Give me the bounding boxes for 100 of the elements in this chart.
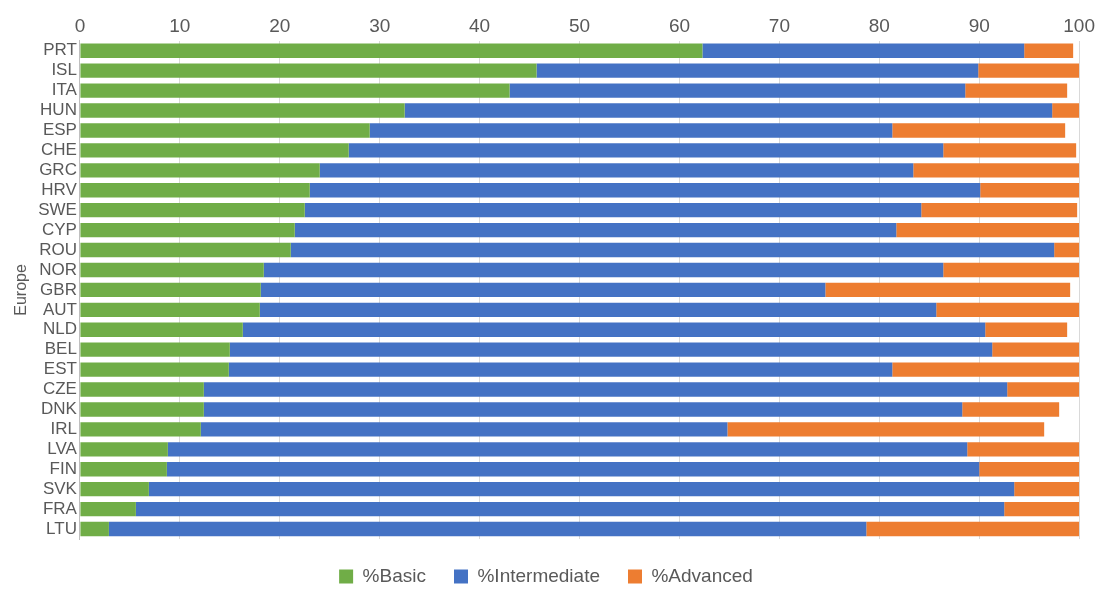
- y-tick-label: LVA: [47, 439, 78, 459]
- bar: [1054, 242, 1080, 258]
- x-tick-label: 20: [269, 14, 291, 36]
- bar: [936, 302, 1080, 317]
- bar: [80, 203, 305, 218]
- x-tick-label: 90: [968, 14, 990, 36]
- bar: [1004, 501, 1080, 517]
- bar: [1052, 103, 1080, 118]
- bar: [80, 422, 201, 437]
- bar: [80, 282, 261, 298]
- bar: [203, 402, 963, 417]
- bar: [369, 123, 893, 138]
- bar: [242, 322, 986, 337]
- bar: [985, 322, 1068, 337]
- bar: [962, 402, 1060, 417]
- y-tick-label: FRA: [42, 498, 78, 518]
- bar: [80, 382, 204, 397]
- bar: [166, 462, 980, 477]
- bar: [943, 262, 1080, 278]
- bar: [348, 143, 944, 158]
- legend-label: %Intermediate: [477, 564, 600, 586]
- y-tick-label: HRV: [41, 179, 78, 199]
- y-tick-label: SWE: [38, 199, 77, 219]
- bar: [1024, 43, 1074, 58]
- bar: [229, 342, 993, 357]
- bar: [80, 163, 320, 178]
- bar: [80, 442, 168, 457]
- bar: [80, 123, 370, 138]
- bar: [980, 183, 1080, 198]
- bar: [260, 282, 826, 298]
- bar: [167, 442, 968, 457]
- bar: [80, 183, 310, 198]
- y-tick-label: FIN: [49, 458, 77, 478]
- y-tick-label: IRL: [50, 419, 77, 439]
- bar: [309, 183, 981, 198]
- bar: [913, 163, 1080, 178]
- bar: [80, 342, 230, 357]
- bar: [135, 501, 1005, 517]
- y-tick-label: AUT: [42, 299, 77, 319]
- bar: [404, 103, 1053, 118]
- bar: [263, 262, 944, 278]
- bar: [319, 163, 914, 178]
- bar: [921, 203, 1078, 218]
- bar: [978, 63, 1080, 78]
- y-tick-label: EST: [43, 359, 77, 379]
- bar: [80, 362, 229, 377]
- bar: [200, 422, 728, 437]
- y-tick-label: BEL: [44, 339, 77, 359]
- legend-label: %Advanced: [651, 564, 753, 586]
- x-tick-label: 80: [868, 14, 890, 36]
- bar: [80, 402, 204, 417]
- bar: [80, 501, 136, 517]
- bar: [1007, 382, 1080, 397]
- x-tick-label: 10: [169, 14, 191, 36]
- bar: [536, 63, 979, 78]
- y-tick-label: ISL: [51, 60, 77, 80]
- bar: [979, 462, 1080, 477]
- bar: [892, 123, 1066, 138]
- bar: [80, 143, 349, 158]
- x-tick-label: 40: [469, 14, 491, 36]
- bar: [896, 222, 1080, 238]
- bar: [259, 302, 937, 317]
- bar: [892, 362, 1080, 377]
- bar: [866, 521, 1080, 537]
- bar: [80, 482, 149, 497]
- bar: [80, 242, 291, 258]
- bar: [228, 362, 893, 377]
- x-tick-label: 70: [768, 14, 790, 36]
- x-tick-label: 30: [369, 14, 391, 36]
- bar: [80, 262, 264, 278]
- bar: [992, 342, 1080, 357]
- bar: [825, 282, 1071, 298]
- bar: [80, 521, 109, 537]
- bar: [294, 222, 897, 238]
- bar: [80, 322, 243, 337]
- y-tick-label: DNK: [41, 399, 78, 419]
- bar: [203, 382, 1008, 397]
- y-tick-label: HUN: [40, 100, 77, 120]
- bar: [108, 521, 867, 537]
- y-tick-label: ESP: [42, 120, 77, 140]
- y-tick-label: GBR: [40, 279, 77, 299]
- x-tick-label: 100: [1063, 14, 1095, 36]
- bar: [80, 63, 537, 78]
- bar: [80, 462, 167, 477]
- bar: [80, 302, 260, 317]
- bar: [509, 83, 966, 98]
- y-tick-label: GRC: [39, 160, 77, 180]
- bar: [943, 143, 1077, 158]
- y-tick-label: SVK: [42, 478, 78, 498]
- y-tick-label: CYP: [41, 219, 77, 239]
- x-tick-label: 60: [668, 14, 691, 36]
- bar: [80, 222, 295, 238]
- x-tick-label: 0: [74, 14, 86, 36]
- bar: [148, 482, 1015, 497]
- bar: [967, 442, 1080, 457]
- bar: [702, 43, 1025, 58]
- bar: [727, 422, 1045, 437]
- bar: [80, 103, 405, 118]
- y-tick-label: CHE: [41, 140, 77, 160]
- y-tick-label: LTU: [46, 518, 77, 538]
